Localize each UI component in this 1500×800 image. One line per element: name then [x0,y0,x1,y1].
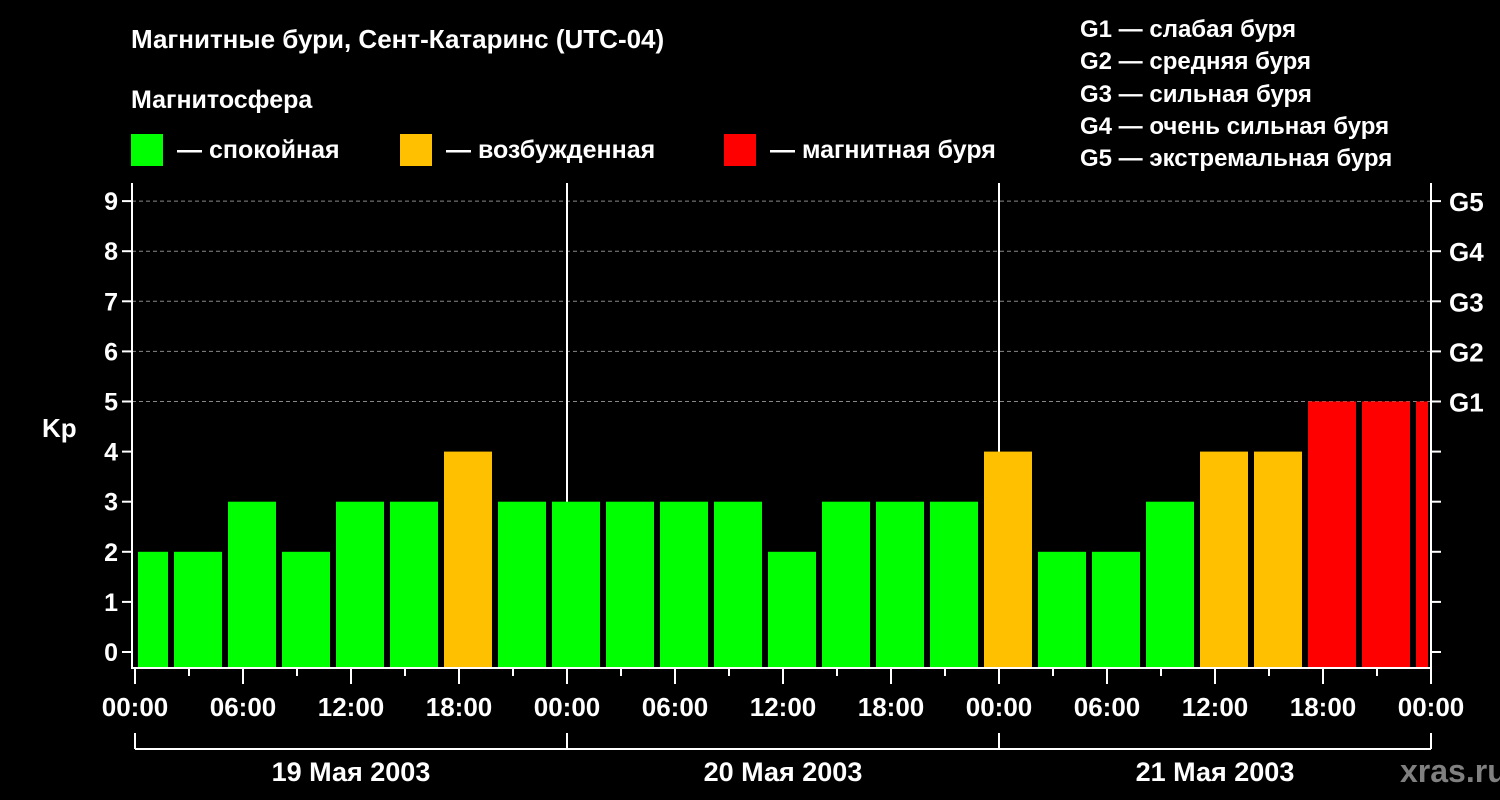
legend-swatch-excited [400,134,432,166]
kp-bar [1038,551,1086,668]
x-tick-label: 06:00 [210,692,277,722]
kp-bar [1146,501,1194,668]
legend-label-storm: — магнитная буря [770,135,996,164]
x-tick-label: 06:00 [1074,692,1141,722]
x-tick-label: 00:00 [1398,692,1465,722]
g-scale-g3: G3 — сильная буря [1080,80,1312,108]
kp-bar [768,551,816,668]
kp-bar [282,551,330,668]
chart-title: Магнитные бури, Сент-Катаринс (UTC-04) [131,24,665,54]
kp-bar [822,501,870,668]
x-tick-label: 06:00 [642,692,709,722]
x-tick-label: 12:00 [318,692,385,722]
legend-label-excited: — возбужденная [446,135,656,164]
x-tick-label: 00:00 [966,692,1033,722]
y-tick-label: 9 [104,188,118,216]
kp-bar [138,551,168,668]
kp-bar [606,501,654,668]
kp-bar [498,501,546,668]
kp-bar [930,501,978,668]
kp-bar [1308,401,1356,668]
x-tick-label: 00:00 [102,692,169,722]
kp-bar [552,501,600,668]
kp-bar [1362,401,1410,668]
y-tick-label: 7 [104,288,118,316]
legend-swatch-quiet [131,134,163,166]
x-tick-label: 18:00 [858,692,925,722]
kp-bar [336,501,384,668]
x-tick-label: 00:00 [534,692,601,722]
y-axis-label: Kp [42,413,77,443]
g-scale-g1: G1 — слабая буря [1080,16,1297,43]
legend-title: Магнитосфера [131,86,313,114]
g-scale-g2: G2 — средняя буря [1080,48,1311,76]
kp-bar [390,501,438,668]
kp-bar [984,451,1032,668]
kp-bar [660,501,708,668]
legend-label-quiet: — спокойная [177,135,340,164]
legend-item-storm: — магнитная буря [724,134,996,166]
x-tick-label: 18:00 [1290,692,1357,722]
day-label: 21 Мая 2003 [1136,757,1295,787]
g-level-label: G2 [1449,337,1484,367]
g-scale-legend: G1 — слабая буря G2 — средняя буря G3 — … [1080,14,1392,175]
kp-bar [714,501,762,668]
y-tick-label: 4 [104,439,118,467]
kp-bar [174,551,222,668]
g-level-label: G5 [1449,187,1484,217]
kp-bar [876,501,924,668]
kp-bar [1200,451,1248,668]
y-tick-label: 3 [104,489,118,517]
g-level-label: G3 [1449,287,1484,317]
kp-bar [1254,451,1302,668]
x-tick-label: 18:00 [426,692,493,722]
kp-bar [1416,401,1428,668]
g-scale-g5: G5 — экстремальная буря [1080,145,1393,173]
y-tick-label: 6 [104,338,118,366]
x-tick-label: 12:00 [750,692,817,722]
y-tick-label: 8 [104,238,118,266]
y-tick-label: 0 [104,639,118,667]
g-level-label: G1 [1449,388,1484,418]
kp-bar [444,451,492,668]
y-tick-label: 5 [104,389,118,417]
y-tick-label: 2 [104,539,118,567]
y-tick-label: 1 [104,589,118,617]
day-label: 19 Мая 2003 [272,757,431,787]
day-label: 20 Мая 2003 [704,757,863,787]
watermark: xras.ru [1400,753,1500,789]
g-scale-g4: G4 — очень сильная буря [1080,112,1390,140]
kp-bar [1092,551,1140,668]
kp-bar [228,501,276,668]
x-tick-label: 12:00 [1182,692,1249,722]
legend-item-excited: — возбужденная [400,134,655,166]
legend-item-quiet: — спокойная [131,134,340,166]
legend-swatch-storm [724,134,756,166]
g-level-label: G4 [1449,237,1484,267]
